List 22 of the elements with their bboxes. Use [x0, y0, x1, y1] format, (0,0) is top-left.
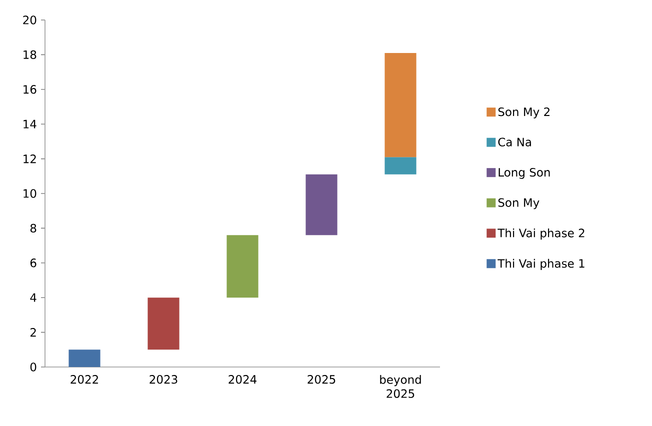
- x-tick-label: 2023: [150, 375, 178, 384]
- y-tick-label: 12: [24, 154, 36, 164]
- legend-label: Thi Vai phase 1: [498, 258, 584, 270]
- y-tick-label: 0: [30, 362, 36, 372]
- y-tick-label: 10: [24, 189, 36, 198]
- legend-label: Son My: [498, 198, 540, 210]
- legend-label: Long Son: [498, 168, 550, 179]
- y-tick-label: 6: [30, 258, 36, 268]
- y-tick-label: 14: [24, 120, 36, 128]
- legend-label: Thi Vai phase 2: [498, 228, 584, 240]
- y-tick-label: 18: [24, 50, 36, 60]
- y-tick-label: 16: [24, 85, 36, 94]
- y-tick-label: 4: [30, 293, 36, 302]
- x-tick-label: 2022: [70, 375, 98, 384]
- x-tick-label: 2025: [308, 375, 336, 384]
- x-tick-label: beyond 2025: [380, 375, 421, 398]
- x-tick-label: 2024: [228, 375, 256, 384]
- y-tick-label: 8: [30, 224, 36, 233]
- legend-label: Ca Na: [498, 138, 531, 146]
- y-tick-label: 20: [23, 16, 36, 24]
- legend-label: Son My 2: [498, 107, 550, 118]
- y-tick-label: 2: [30, 328, 36, 337]
